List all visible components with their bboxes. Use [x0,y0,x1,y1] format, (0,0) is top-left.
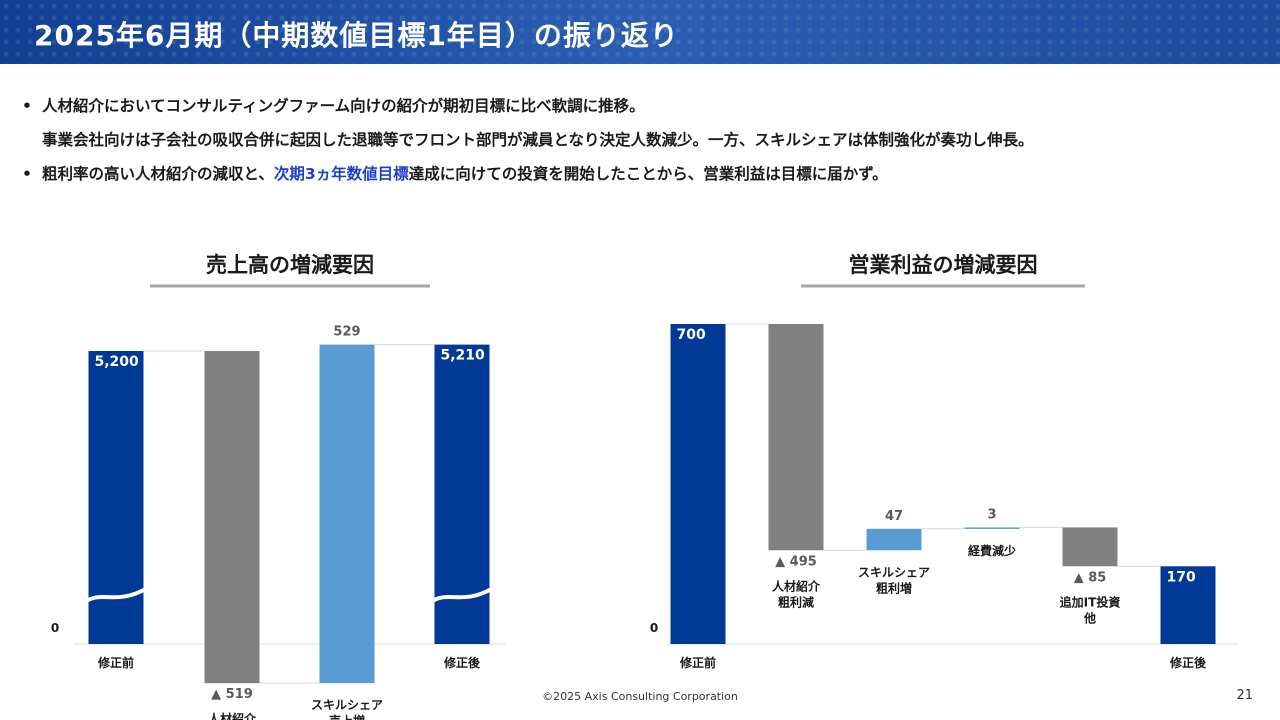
category-label: 追加IT投資 [1060,594,1121,609]
category-label: 人材紹介 [772,578,821,593]
waterfall-bar [1062,527,1118,567]
data-label: ▲ 519 [211,687,253,702]
bullet-text-part: 達成に向けての投資を開始したことから、営業利益は目標に届かず。 [408,165,888,183]
data-label: ▲ 495 [775,554,817,569]
page-number: 21 [1236,688,1253,703]
data-label: 529 [333,325,360,340]
y-axis-zero-label: 0 [650,621,658,635]
bullet-highlight: 次期3ヵ年数値目標 [273,165,409,183]
axis-break-mark [85,587,147,603]
bullet-dot-icon: • [22,165,32,183]
category-label: 修正後 [443,655,481,670]
bullet-text-part: 粗利率の高い人材紹介の減収と、 [42,165,274,183]
category-label: 修正前 [97,655,134,670]
page-title: 2025年6月期（中期数値目標1年目）の振り返り [34,19,679,52]
data-label: 700 [677,327,706,343]
waterfall-bar [670,324,726,644]
y-axis-zero-label: 0 [51,621,59,635]
copyright: ©2025 Axis Consulting Corporation [542,690,738,703]
data-label: 5,200 [95,354,140,370]
waterfall-bar [964,527,1020,529]
chart-title: 売上高の増減要因 [206,253,374,277]
category-label: 売上増 [329,713,365,720]
title-bar: 2025年6月期（中期数値目標1年目）の振り返り [0,0,1280,64]
category-label: スキルシェア [858,565,930,579]
bullet-text: 粗利率の高い人材紹介の減収と、次期3ヵ年数値目標達成に向けての投資を開始したこと… [42,157,1262,191]
waterfall-bar [768,324,824,551]
chart-title: 営業利益の増減要因 [849,253,1038,277]
bullet-item: • 人材紹介においてコンサルティングファーム向けの紹介が期初目標に比べ軟調に推移… [22,89,1262,157]
waterfall-bar [88,351,144,644]
category-label: スキルシェア [311,698,383,712]
category-label: 粗利減 [778,594,814,609]
category-label: 経費減少 [968,543,1016,558]
data-label: 5,210 [441,348,486,364]
data-label: 3 [987,507,996,522]
waterfall-bar [866,528,922,551]
bullet-item: • 粗利率の高い人材紹介の減収と、次期3ヵ年数値目標達成に向けての投資を開始した… [22,157,1262,191]
bullet-text: 事業会社向けは子会社の吸収合併に起因した退職等でフロント部門が減員となり決定人数… [42,131,1034,149]
category-label: 粗利増 [876,580,912,595]
waterfall-bar [1160,566,1216,644]
data-label: ▲ 85 [1074,570,1107,585]
category-label: 修正後 [1169,655,1207,670]
category-label: 修正前 [679,655,716,670]
waterfall-bar [319,344,375,684]
bullet-dot-icon: • [22,97,32,115]
category-label: 人材紹介 [208,711,257,720]
waterfall-bar [204,351,260,684]
bullet-list: • 人材紹介においてコンサルティングファーム向けの紹介が期初目標に比べ軟調に推移… [22,89,1262,191]
data-label: 170 [1167,569,1196,585]
bullet-text: 人材紹介においてコンサルティングファーム向けの紹介が期初目標に比べ軟調に推移。 [42,97,645,115]
axis-break-mark [431,587,493,603]
category-label: 他 [1083,610,1096,625]
data-label: 47 [885,509,903,524]
